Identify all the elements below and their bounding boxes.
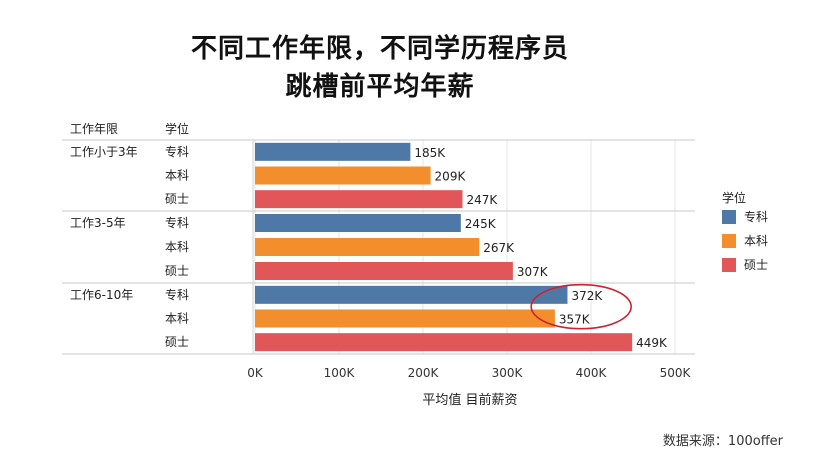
bar bbox=[255, 238, 480, 256]
row-category-label: 本科 bbox=[165, 240, 189, 254]
legend-label: 专科 bbox=[744, 209, 768, 224]
legend-label: 本科 bbox=[744, 234, 768, 248]
bar-value-label: 209K bbox=[435, 170, 467, 184]
legend-swatch bbox=[722, 210, 736, 224]
group-header: 工作年限 bbox=[70, 122, 118, 136]
bar-value-label: 357K bbox=[559, 313, 591, 327]
bar bbox=[255, 142, 411, 161]
bar bbox=[255, 166, 431, 185]
row-category-label: 专科 bbox=[165, 287, 189, 302]
x-tick-label: 0K bbox=[247, 366, 264, 380]
x-tick-label: 400K bbox=[576, 366, 608, 380]
bar-value-label: 185K bbox=[414, 146, 446, 160]
data-source: 数据来源：100offer bbox=[662, 434, 783, 449]
x-tick-label: 500K bbox=[660, 366, 692, 380]
chart-title-line2: 跳槽前平均年薪 bbox=[285, 72, 475, 102]
bar bbox=[255, 214, 461, 232]
row-category-label: 本科 bbox=[165, 169, 189, 183]
group-label: 工作6-10年 bbox=[70, 288, 133, 302]
x-tick-label: 100K bbox=[324, 366, 356, 380]
category-header: 学位 bbox=[165, 121, 189, 136]
bar-value-label: 449K bbox=[636, 336, 668, 350]
row-category-label: 专科 bbox=[165, 144, 189, 159]
bar-value-label: 267K bbox=[483, 241, 515, 255]
x-tick-label: 200K bbox=[408, 366, 440, 380]
bar-value-label: 372K bbox=[571, 289, 603, 303]
group-label: 工作小于3年 bbox=[70, 145, 138, 159]
bar-value-label: 245K bbox=[465, 217, 497, 231]
bar-value-label: 307K bbox=[517, 265, 549, 279]
x-tick-label: 300K bbox=[492, 366, 524, 380]
row-category-label: 硕士 bbox=[165, 335, 189, 349]
x-axis-label: 平均值 目前薪资 bbox=[422, 392, 517, 408]
legend-swatch bbox=[722, 258, 736, 272]
legend-swatch bbox=[722, 234, 736, 248]
row-category-label: 本科 bbox=[165, 312, 189, 326]
legend-label: 硕士 bbox=[744, 258, 768, 272]
chart-title-line1: 不同工作年限，不同学历程序员 bbox=[190, 34, 569, 64]
bar bbox=[255, 262, 513, 280]
row-category-label: 专科 bbox=[165, 215, 189, 230]
bar bbox=[255, 309, 555, 328]
bar-value-label: 247K bbox=[466, 193, 498, 207]
bar bbox=[255, 333, 633, 352]
bar bbox=[255, 190, 463, 209]
row-category-label: 硕士 bbox=[165, 192, 189, 206]
legend-title: 学位 bbox=[722, 190, 746, 205]
group-label: 工作3-5年 bbox=[70, 216, 126, 230]
highlight-circle bbox=[530, 283, 632, 330]
bar bbox=[255, 285, 568, 304]
row-category-label: 硕士 bbox=[165, 264, 189, 278]
